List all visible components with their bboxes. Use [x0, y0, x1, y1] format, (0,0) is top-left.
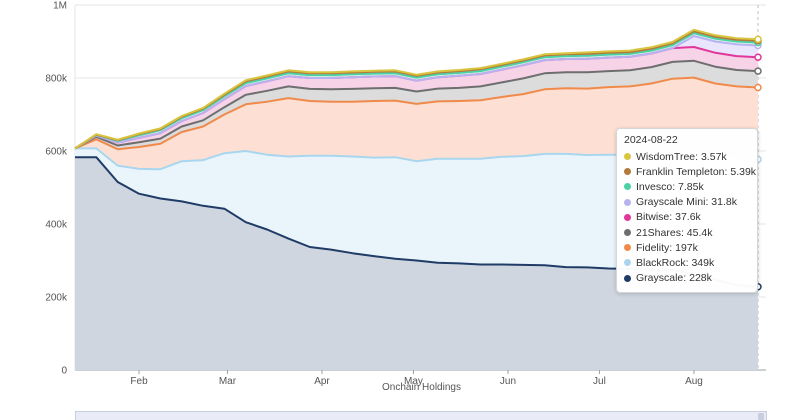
- tooltip-series-value: 197k: [675, 241, 698, 254]
- marker-wisdomtree: [754, 35, 762, 44]
- tooltip-separator: :: [685, 256, 692, 269]
- tooltip-row: 21Shares: 45.4k: [624, 225, 750, 240]
- legend-dot-icon: [624, 198, 631, 206]
- marker-21shares: [754, 67, 762, 75]
- tooltip-row: Invesco: 7.85k: [624, 179, 750, 194]
- x-axis-title: Onchain Holdings: [382, 382, 461, 393]
- tooltip-series-name: Franklin Templeton: [636, 165, 725, 178]
- tooltip-row: Bitwise: 37.6k: [624, 210, 750, 225]
- legend-dot-icon: [624, 153, 631, 161]
- area-bitwise: [75, 47, 758, 149]
- x-tick-label-Apr: Apr: [314, 376, 330, 387]
- tooltip-row: Fidelity: 197k: [624, 240, 750, 255]
- tooltip-series-value: 7.85k: [678, 180, 704, 193]
- tooltip-series-name: 21Shares: [636, 226, 681, 239]
- tooltip-separator: :: [695, 150, 701, 163]
- tooltip-series-name: Invesco: [636, 180, 673, 193]
- tooltip-series-name: Grayscale: [636, 272, 684, 285]
- tooltip-series-value: 37.6k: [675, 211, 701, 224]
- marker-fidelity: [754, 83, 762, 92]
- tooltip-series-value: 228k: [689, 272, 712, 285]
- area-grayscale: [75, 157, 758, 370]
- tooltip-row: Grayscale Mini: 31.8k: [624, 195, 750, 210]
- range-navigator[interactable]: [75, 411, 767, 420]
- legend-dot-icon: [624, 229, 631, 237]
- axes: 0 200k 400k 600k 800k 1M Feb Mar Apr May Jun Jul Aug…: [45, 1, 703, 394]
- tooltip-row: Grayscale: 228k: [624, 271, 750, 286]
- x-tick-label-Aug: Aug: [685, 376, 703, 387]
- tooltip-series-value: 31.8k: [711, 196, 737, 209]
- x-tick-label-Jun: Jun: [500, 376, 516, 387]
- y-tick-label-1M: 1M: [53, 1, 67, 12]
- legend-dot-icon: [624, 259, 631, 267]
- tooltip-series-name: BlackRock: [636, 256, 686, 269]
- tooltip-date: 2024-08-22: [624, 134, 678, 146]
- area-blackrock: [75, 148, 758, 287]
- tooltip-series-value: 3.57k: [700, 150, 727, 163]
- tooltip-row: Franklin Templeton: 5.39k: [624, 164, 756, 179]
- tooltip-series-name: Grayscale Mini: [636, 196, 706, 209]
- x-tick-label-Mar: Mar: [219, 376, 237, 387]
- navigator-handle[interactable]: [758, 413, 764, 420]
- x-tick-label-Feb: Feb: [130, 376, 148, 387]
- line-grayscale-mini: [74, 35, 759, 150]
- area-fidelity: [75, 77, 758, 170]
- legend-dot-icon: [624, 213, 631, 221]
- line-fidelity: [74, 76, 759, 151]
- tooltip-separator: :: [705, 196, 712, 209]
- hover-tooltip: 2024-08-22 WisdomTree: 3.57k Franklin Tem…: [616, 128, 758, 293]
- legend-dot-icon: [624, 274, 631, 282]
- hover-markers: [754, 35, 762, 291]
- legend-dot-icon: [624, 183, 631, 191]
- tooltip-series-name: Bitwise: [636, 211, 670, 224]
- line-21shares: [74, 59, 759, 150]
- tooltip-series-name: Fidelity: [636, 241, 670, 254]
- tooltip-separator: :: [683, 272, 690, 285]
- tooltip-series-value: 349k: [691, 256, 715, 269]
- tooltip-series-value: 5.39k: [730, 165, 757, 178]
- tooltip-separator: :: [672, 180, 679, 193]
- tooltip-separator: :: [669, 241, 676, 254]
- y-tick-label-600k: 600k: [45, 147, 68, 158]
- tooltip-rows: WisdomTree: 3.57k Franklin Templeton: 5.3…: [624, 149, 756, 286]
- tooltip-row: BlackRock: 349k: [624, 255, 750, 270]
- tooltip-separator: :: [724, 165, 731, 178]
- y-tick-label-400k: 400k: [45, 220, 68, 231]
- line-wisdomtree: [74, 28, 759, 150]
- line-invesco: [74, 32, 759, 150]
- marker-bitwise: [754, 53, 762, 61]
- tooltip-row: WisdomTree: 3.57k: [624, 149, 750, 164]
- tooltip-separator: :: [680, 226, 687, 239]
- y-tick-label-200k: 200k: [45, 293, 68, 304]
- tooltip-separator: :: [669, 211, 676, 224]
- area-21shares: [75, 60, 758, 150]
- y-tick-label-800k: 800k: [45, 74, 68, 85]
- x-tick-label-Jul: Jul: [593, 376, 606, 387]
- x-tick-label-May: May: [404, 376, 423, 387]
- tooltip-series-name: WisdomTree: [636, 150, 696, 163]
- legend-dot-icon: [624, 244, 631, 252]
- y-tick-label-0: 0: [61, 366, 67, 377]
- legend-dot-icon: [624, 168, 631, 176]
- tooltip-series-value: 45.4k: [686, 226, 713, 239]
